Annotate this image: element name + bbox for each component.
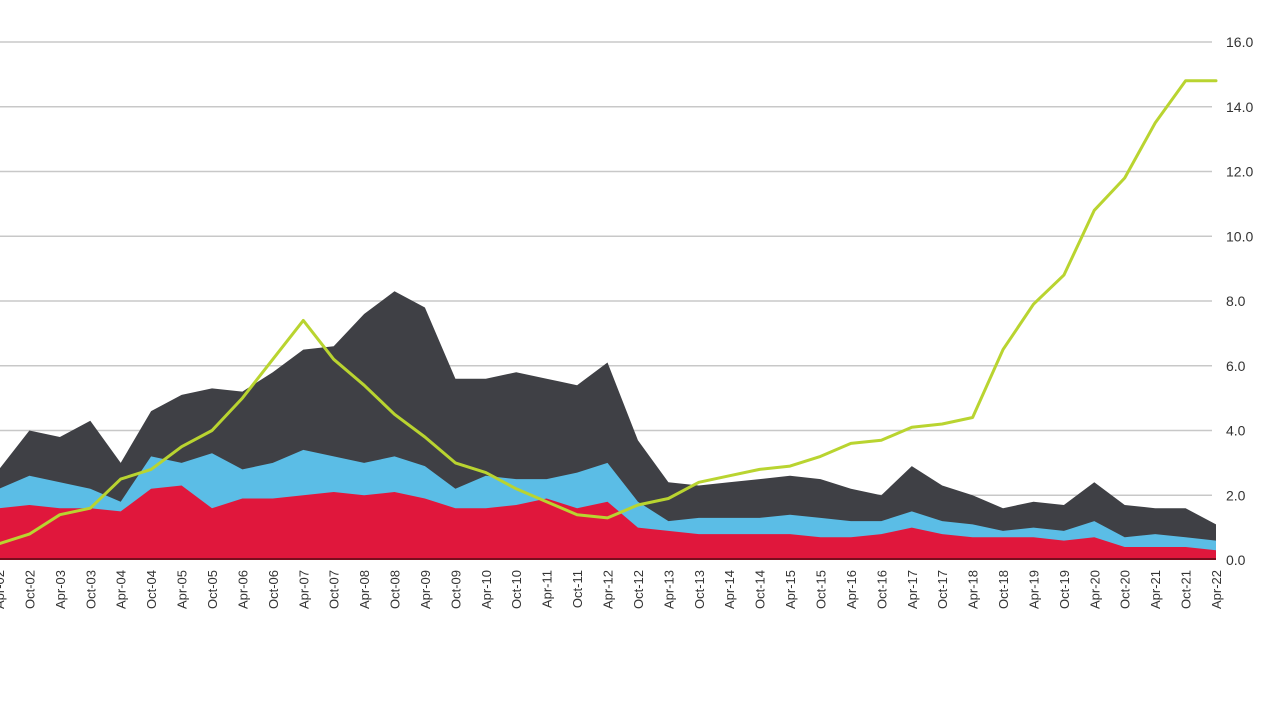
x-tick-label: Oct-08: [388, 570, 403, 609]
x-tick-label: Apr-18: [966, 570, 981, 609]
x-tick-label: Oct-02: [22, 570, 37, 609]
y-tick-label: 6.0: [1226, 358, 1246, 374]
x-tick-label: Apr-20: [1087, 570, 1102, 609]
x-tick-label: Apr-08: [357, 570, 372, 609]
x-tick-label: Apr-19: [1027, 570, 1042, 609]
x-tick-label: Apr-02: [0, 570, 7, 609]
x-tick-label: Apr-22: [1209, 570, 1224, 609]
x-tick-label: Apr-07: [296, 570, 311, 609]
x-tick-label: Apr-03: [53, 570, 68, 609]
x-tick-label: Oct-17: [935, 570, 950, 609]
x-tick-label: Oct-18: [996, 570, 1011, 609]
x-tick-label: Apr-14: [722, 570, 737, 609]
x-tick-label: Oct-06: [266, 570, 281, 609]
x-tick-label: Oct-09: [448, 570, 463, 609]
x-tick-label: Oct-03: [83, 570, 98, 609]
x-tick-label: Apr-06: [235, 570, 250, 609]
x-axis: Apr-02 Oct-02 Apr-03 Oct-03 Apr-04 Oct-04 Apr-…: [0, 570, 1224, 609]
y-tick-label: 4.0: [1226, 423, 1246, 439]
x-tick-label: Apr-17: [905, 570, 920, 609]
x-tick-label: Apr-21: [1148, 570, 1163, 609]
x-tick-label: Apr-09: [418, 570, 433, 609]
y-tick-label: 0.0: [1226, 552, 1246, 568]
line-series-group: [0, 79, 1218, 546]
x-tick-label: Apr-12: [601, 570, 616, 609]
x-tick-label: Oct-10: [509, 570, 524, 609]
y-tick-label: 12.0: [1226, 164, 1253, 180]
x-tick-label: Oct-05: [205, 570, 220, 609]
x-tick-label: Oct-14: [753, 570, 768, 609]
x-tick-label: Oct-16: [874, 570, 889, 609]
x-tick-label: Oct-12: [631, 570, 646, 609]
x-tick-label: Apr-10: [479, 570, 494, 609]
x-tick-label: Apr-15: [783, 570, 798, 609]
y-tick-label: 16.0: [1226, 34, 1253, 50]
area-series-group: [0, 291, 1216, 560]
x-tick-label: Oct-21: [1179, 570, 1194, 609]
x-tick-label: Oct-04: [144, 570, 159, 609]
y-tick-label: 2.0: [1226, 487, 1246, 503]
area-series-2: [0, 485, 1216, 560]
x-tick-label: Oct-20: [1118, 570, 1133, 609]
y-axis: 0.0 2.0 4.0 6.0 8.0 10.0 12.0 14.0 16.0: [1226, 34, 1253, 568]
x-tick-label: Apr-16: [844, 570, 859, 609]
x-tick-label: Oct-07: [327, 570, 342, 609]
y-tick-label: 14.0: [1226, 99, 1253, 115]
y-tick-label: 10.0: [1226, 228, 1253, 244]
x-tick-label: Oct-13: [692, 570, 707, 609]
line-series-3: [0, 79, 1218, 546]
x-tick-label: Apr-04: [114, 570, 129, 609]
x-tick-label: Apr-13: [661, 570, 676, 609]
x-tick-label: Oct-11: [570, 570, 585, 608]
x-tick-label: Apr-11: [540, 570, 555, 608]
x-tick-label: Apr-05: [175, 570, 190, 609]
x-tick-label: Oct-19: [1057, 570, 1072, 609]
y-tick-label: 8.0: [1226, 293, 1246, 309]
x-tick-label: Oct-15: [814, 570, 829, 609]
